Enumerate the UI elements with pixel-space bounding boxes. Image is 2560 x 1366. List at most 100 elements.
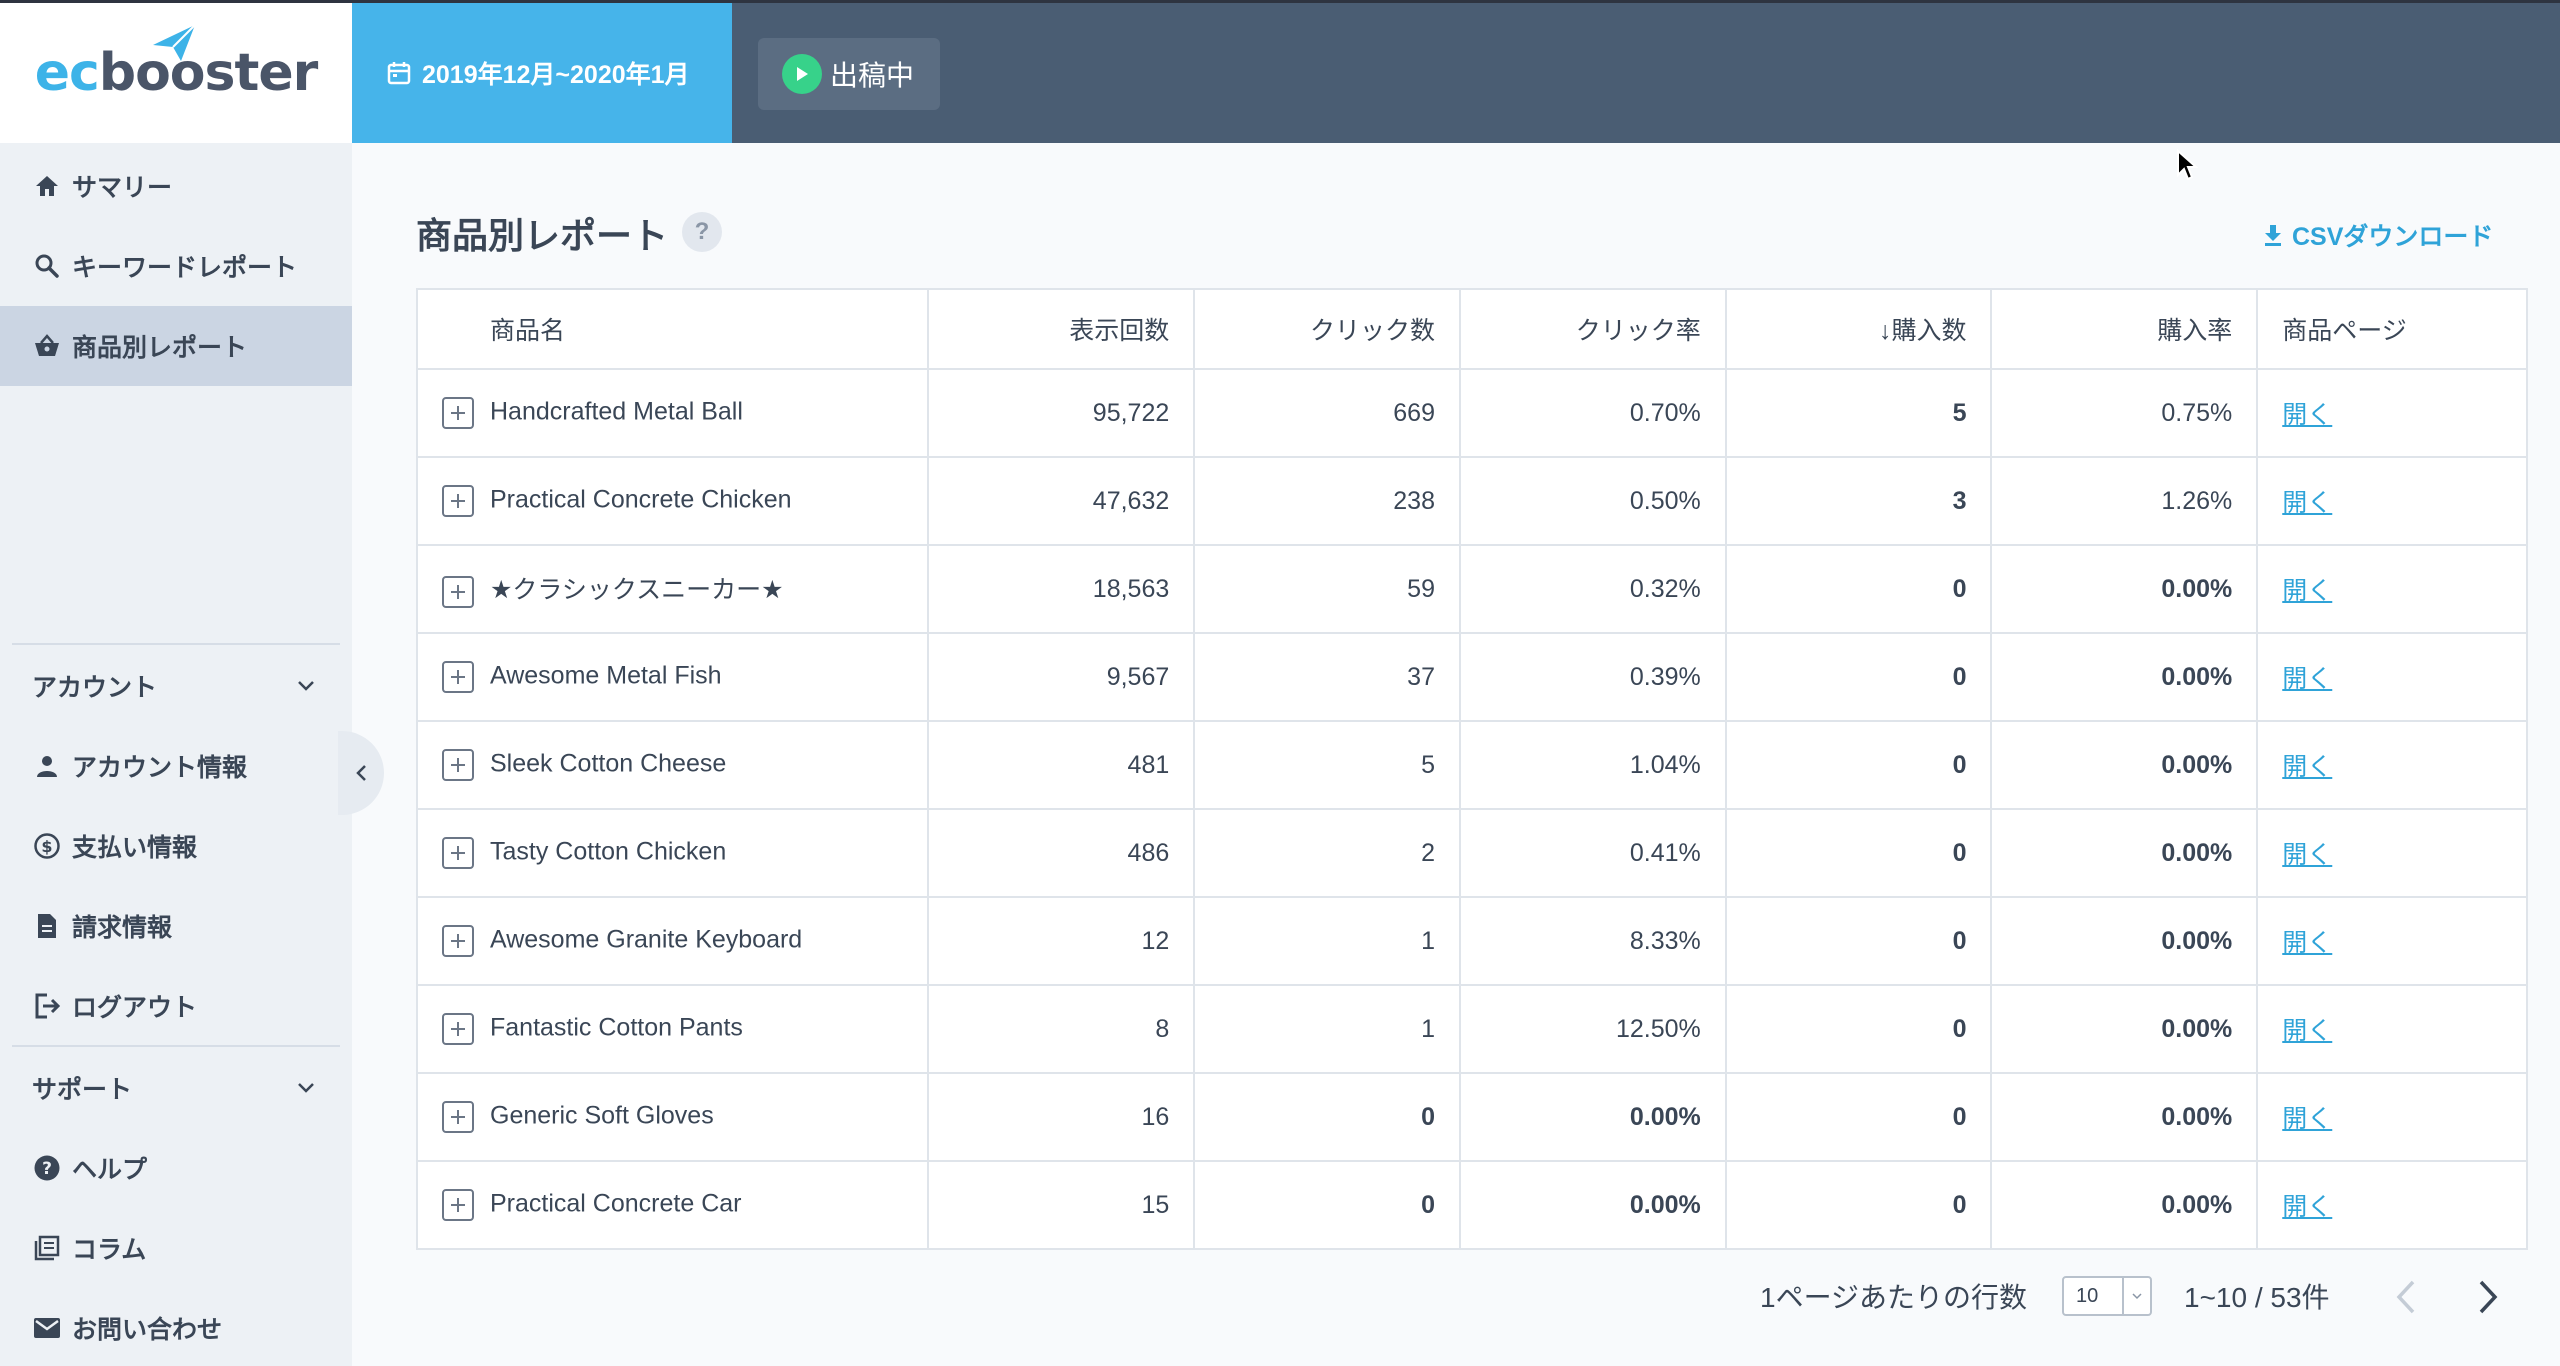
sidebar-item-keyword-report[interactable]: キーワードレポート xyxy=(0,226,352,306)
logo-booster: booster xyxy=(98,43,318,103)
expand-row-button[interactable] xyxy=(442,397,474,429)
open-product-page-link[interactable]: 開く xyxy=(2282,1017,2333,1045)
sidebar-item-account-info[interactable]: アカウント情報 xyxy=(0,726,352,806)
column-header-clicks[interactable]: クリック数 xyxy=(1193,288,1461,370)
sidebar-item-label: サマリー xyxy=(72,174,173,202)
product-page-cell: 開く xyxy=(2256,896,2528,986)
product-page-cell: 開く xyxy=(2256,544,2528,634)
date-range-button[interactable]: 2019年12月~2020年1月 xyxy=(352,3,732,143)
rows-per-page-select[interactable]: 10 xyxy=(2062,1276,2152,1316)
ctr-cell: 8.33% xyxy=(1458,896,1727,986)
sidebar-item-column[interactable]: コラム xyxy=(0,1208,352,1288)
expand-row-button[interactable] xyxy=(442,1189,474,1221)
open-product-page-link[interactable]: 開く xyxy=(2282,577,2333,605)
sidebar-item-help[interactable]: ? ヘルプ xyxy=(0,1128,352,1208)
product-name: Sleek Cotton Cheese xyxy=(490,749,727,778)
open-product-page-link[interactable]: 開く xyxy=(2282,1105,2333,1133)
cvr-cell: 0.75% xyxy=(1990,368,2259,458)
open-product-page-link[interactable]: 開く xyxy=(2282,489,2333,517)
expand-row-button[interactable] xyxy=(442,661,474,693)
next-page-button[interactable] xyxy=(2466,1273,2510,1321)
section-label: アカウント xyxy=(32,674,158,702)
impressions-cell: 486 xyxy=(927,808,1196,898)
open-product-page-link[interactable]: 開く xyxy=(2282,665,2333,693)
dollar-icon: $ xyxy=(32,831,62,861)
impressions-cell: 16 xyxy=(927,1072,1196,1162)
help-tooltip-button[interactable]: ? xyxy=(682,212,722,252)
product-report-table: 商品名 表示回数 クリック数 クリック率 ↓購入数 購入率 商品ページ Hand… xyxy=(415,288,2528,1250)
product-name-cell: ★クラシックスニーカー★ xyxy=(415,544,930,634)
chevron-down-icon xyxy=(298,681,314,691)
sidebar-item-summary[interactable]: サマリー xyxy=(0,146,352,226)
expand-row-button[interactable] xyxy=(442,1013,474,1045)
open-product-page-link[interactable]: 開く xyxy=(2282,841,2333,869)
chevron-left-icon xyxy=(2396,1280,2415,1314)
logo[interactable]: ecbooster xyxy=(0,3,352,143)
expand-row-button[interactable] xyxy=(442,837,474,869)
sidebar-item-label: お問い合わせ xyxy=(72,1316,223,1344)
sidebar-item-logout[interactable]: ログアウト xyxy=(0,966,352,1046)
purchases-cell: 0 xyxy=(1724,808,1993,898)
plus-icon xyxy=(451,1198,465,1212)
chevron-down-icon xyxy=(298,1083,314,1093)
product-page-cell: 開く xyxy=(2256,1072,2528,1162)
column-header-cvr[interactable]: 購入率 xyxy=(1990,288,2259,370)
product-name-cell: Generic Soft Gloves xyxy=(415,1072,930,1162)
column-header-impressions[interactable]: 表示回数 xyxy=(927,288,1196,370)
expand-row-button[interactable] xyxy=(442,925,474,957)
sort-desc-icon: ↓ xyxy=(1878,317,1892,345)
product-name: Practical Concrete Chicken xyxy=(490,485,792,514)
product-page-cell: 開く xyxy=(2256,368,2528,458)
section-label: サポート xyxy=(32,1076,133,1104)
sidebar-section-account[interactable]: アカウント xyxy=(0,646,352,726)
cvr-cell: 0.00% xyxy=(1990,544,2259,634)
paper-plane-icon xyxy=(152,24,196,61)
table-row: Handcrafted Metal Ball 95,722 669 0.70% 5 0.7… xyxy=(415,368,2528,458)
expand-row-button[interactable] xyxy=(442,485,474,517)
sidebar-item-label: ヘルプ xyxy=(72,1156,148,1184)
sidebar-item-label: コラム xyxy=(72,1236,147,1264)
plus-icon xyxy=(451,846,465,860)
product-name-cell: Awesome Metal Fish xyxy=(415,632,930,722)
product-name: Handcrafted Metal Ball xyxy=(490,397,743,426)
column-header-ctr[interactable]: クリック率 xyxy=(1458,288,1727,370)
sidebar-item-label: 請求情報 xyxy=(72,914,173,942)
download-icon xyxy=(2262,223,2284,247)
product-name-cell: Sleek Cotton Cheese xyxy=(415,720,930,810)
cvr-cell: 0.00% xyxy=(1990,720,2259,810)
csv-download-button[interactable]: CSVダウンロード xyxy=(2262,217,2493,253)
column-header-product-name[interactable]: 商品名 xyxy=(415,288,930,370)
sidebar-collapse-button[interactable] xyxy=(338,731,384,815)
sidebar-item-payment-info[interactable]: $ 支払い情報 xyxy=(0,806,352,886)
product-name: Awesome Metal Fish xyxy=(490,661,722,690)
sidebar-section-support[interactable]: サポート xyxy=(0,1048,352,1128)
plus-icon xyxy=(451,758,465,772)
plus-icon xyxy=(451,670,465,684)
product-name: Practical Concrete Car xyxy=(490,1189,742,1218)
sidebar-item-product-report[interactable]: 商品別レポート xyxy=(0,306,352,386)
open-product-page-link[interactable]: 開く xyxy=(2282,753,2333,781)
purchases-cell: 0 xyxy=(1724,632,1993,722)
logout-icon xyxy=(32,991,62,1021)
previous-page-button[interactable] xyxy=(2384,1273,2428,1321)
open-product-page-link[interactable]: 開く xyxy=(2282,929,2333,957)
table-header-row: 商品名 表示回数 クリック数 クリック率 ↓購入数 購入率 商品ページ xyxy=(415,288,2528,370)
campaign-status-button[interactable]: 出稿中 xyxy=(758,38,940,110)
app-window: ecbooster サマリー キーワードレポート 商品別レポート アカウント ア… xyxy=(0,3,2560,1366)
impressions-cell: 9,567 xyxy=(927,632,1196,722)
sidebar-item-label: ログアウト xyxy=(72,994,198,1022)
cvr-cell: 0.00% xyxy=(1990,1160,2259,1250)
sidebar-item-billing-info[interactable]: 請求情報 xyxy=(0,886,352,966)
column-header-purchases[interactable]: ↓購入数 xyxy=(1724,288,1993,370)
expand-row-button[interactable] xyxy=(442,749,474,781)
open-product-page-link[interactable]: 開く xyxy=(2282,1193,2333,1221)
product-name-cell: Handcrafted Metal Ball xyxy=(415,368,930,458)
mail-icon xyxy=(32,1313,62,1343)
expand-row-button[interactable] xyxy=(442,1101,474,1133)
document-icon xyxy=(32,911,62,941)
cvr-cell: 0.00% xyxy=(1990,808,2259,898)
table-row: Awesome Granite Keyboard 12 1 8.33% 0 0.00% 開く xyxy=(415,896,2528,986)
open-product-page-link[interactable]: 開く xyxy=(2282,401,2333,429)
sidebar-item-contact[interactable]: お問い合わせ xyxy=(0,1288,352,1366)
expand-row-button[interactable] xyxy=(442,575,474,608)
